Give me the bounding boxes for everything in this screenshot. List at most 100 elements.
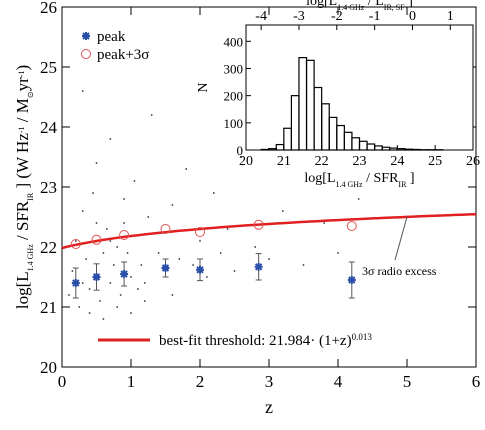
legend: peak peak+3σ xyxy=(82,29,150,63)
cloud-point xyxy=(337,252,339,254)
label-part: · (1+z) xyxy=(310,333,351,349)
cloud-point xyxy=(99,300,101,302)
legend-marker xyxy=(82,50,91,59)
peak-marker xyxy=(348,276,356,284)
cloud-point xyxy=(116,246,118,248)
cloud-point xyxy=(137,288,139,290)
cloud-point xyxy=(109,282,111,284)
label-script: 1.4 GHz xyxy=(336,180,364,189)
cloud-point xyxy=(323,222,325,224)
cloud-point xyxy=(113,264,115,266)
cloud-point xyxy=(116,306,118,308)
cloud-point xyxy=(109,138,111,140)
inset-x2-tick-label: -4 xyxy=(255,9,267,24)
cloud-point xyxy=(227,228,229,230)
cloud-point xyxy=(268,258,270,260)
inset-y-tick-label: 0 xyxy=(237,143,244,158)
cloud-point xyxy=(82,210,84,212)
y-tick-label: 26 xyxy=(40,0,57,17)
cloud-point xyxy=(144,282,146,284)
inset-frame xyxy=(246,25,473,150)
peak-marker xyxy=(93,273,101,281)
cloud-point xyxy=(130,312,132,314)
cloud-point xyxy=(206,276,208,278)
inset-y-tick-label: 300 xyxy=(224,61,244,76)
label-part: log[L xyxy=(306,0,337,9)
cloud-point xyxy=(78,306,80,308)
peak-marker xyxy=(120,270,128,278)
fit-label: best-fit threshold: 21.984· (1+z)0.013 xyxy=(159,332,372,349)
cloud-point xyxy=(92,192,94,194)
cloud-point xyxy=(89,288,91,290)
inset-x2-label: log[L1.4 GHz / LIR, SF ] xyxy=(306,0,413,12)
x-tick-label: 0 xyxy=(58,372,67,391)
cloud-point xyxy=(127,252,129,254)
label-part: 21.984 xyxy=(269,333,311,349)
cloud-point xyxy=(213,192,215,194)
inset-x-tick-label: 23 xyxy=(353,154,367,169)
cloud-point xyxy=(151,114,153,116)
y-tick-label: 21 xyxy=(40,298,57,317)
x-tick-label: 3 xyxy=(265,372,274,391)
y-axis-label: log[L1.4 GHz / SFRIR ] (W Hz-1 / M⊙yr-1) xyxy=(13,65,35,309)
cloud-point xyxy=(254,246,256,248)
histogram-bar xyxy=(405,149,413,150)
label-part: ] xyxy=(405,0,413,9)
cloud-point xyxy=(134,180,136,182)
label-script: -1 xyxy=(17,71,26,78)
cloud-point xyxy=(130,276,132,278)
cloud-point xyxy=(82,90,84,92)
label-script: -1 xyxy=(17,126,26,133)
cloud-point xyxy=(192,264,194,266)
cloud-point xyxy=(147,216,149,218)
x-tick-label: 4 xyxy=(334,372,343,391)
label-part: yr xyxy=(13,77,32,92)
cloud-point xyxy=(123,198,125,200)
cloud-point xyxy=(358,198,360,200)
inset-x2-tick-label: 0 xyxy=(409,9,416,24)
cloud-point xyxy=(199,240,201,242)
cloud-point xyxy=(75,240,77,242)
cloud-point xyxy=(103,252,105,254)
cloud-point xyxy=(282,210,284,212)
label-part: best-fit threshold: xyxy=(159,333,269,349)
y-tick-label: 23 xyxy=(40,178,57,197)
peak-marker xyxy=(72,279,80,287)
inset-x-tick-label: 24 xyxy=(390,154,404,169)
cloud-point xyxy=(144,300,146,302)
label-part: ] (W Hz xyxy=(13,133,32,193)
cloud-point xyxy=(106,228,108,230)
label-part: / L xyxy=(364,0,383,9)
cloud-point xyxy=(120,294,122,296)
cloud-point xyxy=(71,270,73,272)
inset-x-tick-label: 25 xyxy=(428,154,442,169)
legend-label: peak+3σ xyxy=(97,47,149,63)
inset-y-tick-label: 100 xyxy=(224,116,244,131)
y-tick-label: 22 xyxy=(40,238,57,257)
peak-marker xyxy=(196,266,204,274)
cloud-point xyxy=(96,222,98,224)
annotation-leader xyxy=(395,217,407,260)
cloud-point xyxy=(103,318,105,320)
inset-x2-tick-label: -3 xyxy=(293,9,305,24)
cloud-point xyxy=(303,264,305,266)
label-part: ] xyxy=(406,171,414,186)
legend-label: peak xyxy=(97,29,126,45)
peak-marker xyxy=(255,263,263,271)
legend-marker xyxy=(82,32,90,40)
inset-x-tick-label: 26 xyxy=(466,154,480,169)
cloud-point xyxy=(172,204,174,206)
cloud-point xyxy=(96,162,98,164)
cloud-point xyxy=(220,252,222,254)
x-axis-label: z xyxy=(265,397,273,417)
peak-marker xyxy=(162,264,170,272)
inset-y-tick-label: 200 xyxy=(224,89,244,104)
inset-x2-tick-label: 1 xyxy=(447,9,454,24)
label-script: 1.4 GHz xyxy=(26,244,35,272)
cloud-point xyxy=(185,168,187,170)
label-script: IR, SF xyxy=(384,3,405,12)
inset-y-tick-label: 400 xyxy=(224,34,244,49)
label-part: / SFR xyxy=(363,171,399,186)
inset-x2-tick-label: -1 xyxy=(369,9,381,24)
